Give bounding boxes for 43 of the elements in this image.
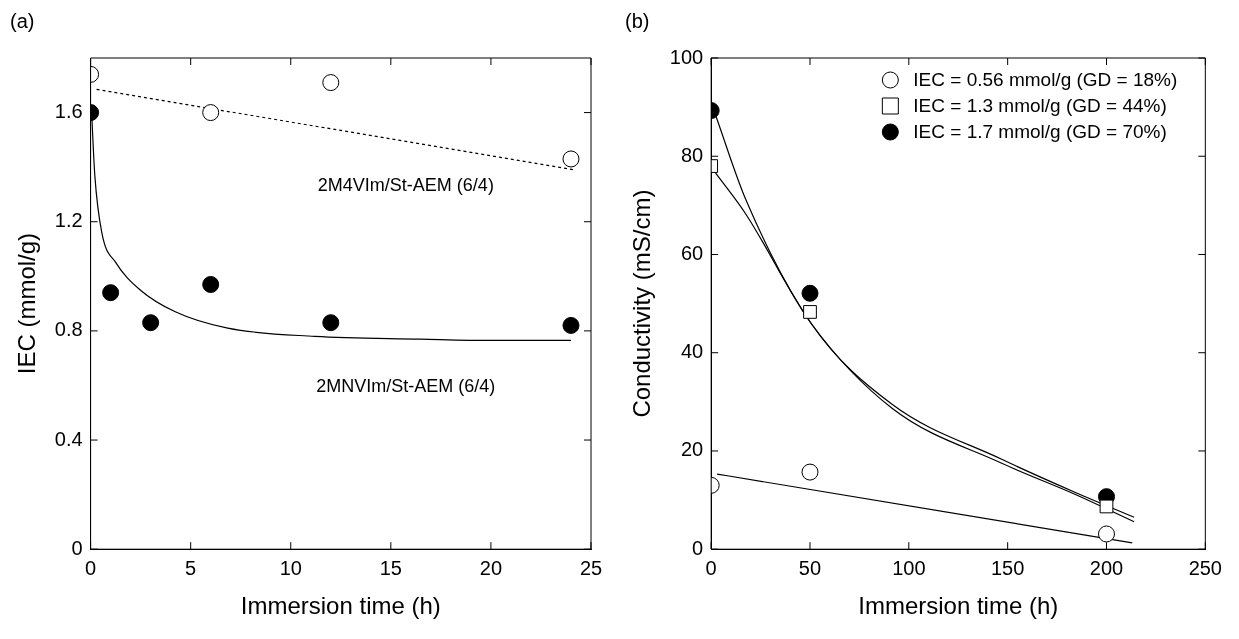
y-tick-label: 0 [692, 536, 704, 559]
x-tick-label: 20 [479, 556, 503, 579]
x-tick-label: 15 [379, 556, 402, 579]
point [1099, 499, 1114, 514]
point [562, 150, 580, 168]
y-tick-label: 100 [669, 45, 704, 68]
x-tick-label: 250 [1188, 556, 1222, 579]
point [322, 314, 340, 332]
y-tick-label: 40 [680, 340, 704, 363]
y-axis-title: IEC (mmol/g) [13, 232, 41, 375]
y-tick-label: 0.8 [54, 318, 83, 341]
point [1097, 525, 1115, 543]
annotation: 2M4VIm/St-AEM (6/4) [317, 174, 494, 195]
x-tick-label: 25 [579, 556, 603, 579]
x-tick-label: 5 [185, 556, 197, 579]
point [202, 276, 220, 293]
y-tick-label: 1.2 [54, 209, 83, 232]
x-tick-label: 0 [85, 556, 97, 579]
y-axis-title: Conductivity (mS/cm) [628, 189, 656, 418]
x-tick-label: 200 [1089, 556, 1124, 579]
y-tick-label: 1.6 [54, 100, 83, 123]
x-axis-title: Immersion time (h) [858, 592, 1059, 620]
point [322, 74, 340, 92]
x-tick-label: 50 [798, 556, 822, 579]
x-tick-label: 100 [892, 556, 926, 579]
point [562, 316, 580, 334]
legend-label: IEC = 1.7 mmol/g (GD = 70%) [913, 121, 1167, 143]
annotation: 2MNVIm/St-AEM (6/4) [316, 376, 496, 397]
chart-title: (a) [10, 9, 35, 32]
legend-label: IEC = 1.3 mmol/g (GD = 44%) [913, 95, 1167, 117]
y-tick-label: 0 [71, 536, 83, 559]
point [202, 104, 220, 122]
y-tick-label: 80 [680, 143, 704, 166]
y-tick-label: 20 [680, 438, 704, 461]
x-tick-label: 150 [990, 556, 1025, 579]
x-axis-title: Immersion time (h) [240, 592, 441, 620]
x-tick-label: 10 [279, 556, 302, 579]
point [102, 284, 120, 302]
y-tick-label: 0.4 [54, 427, 83, 450]
y-tick-label: 60 [680, 242, 704, 264]
legend-label: IEC = 0.56 mmol/g (GD = 18%) [913, 69, 1178, 91]
point [142, 314, 160, 332]
chart-title: (b) [625, 9, 650, 32]
